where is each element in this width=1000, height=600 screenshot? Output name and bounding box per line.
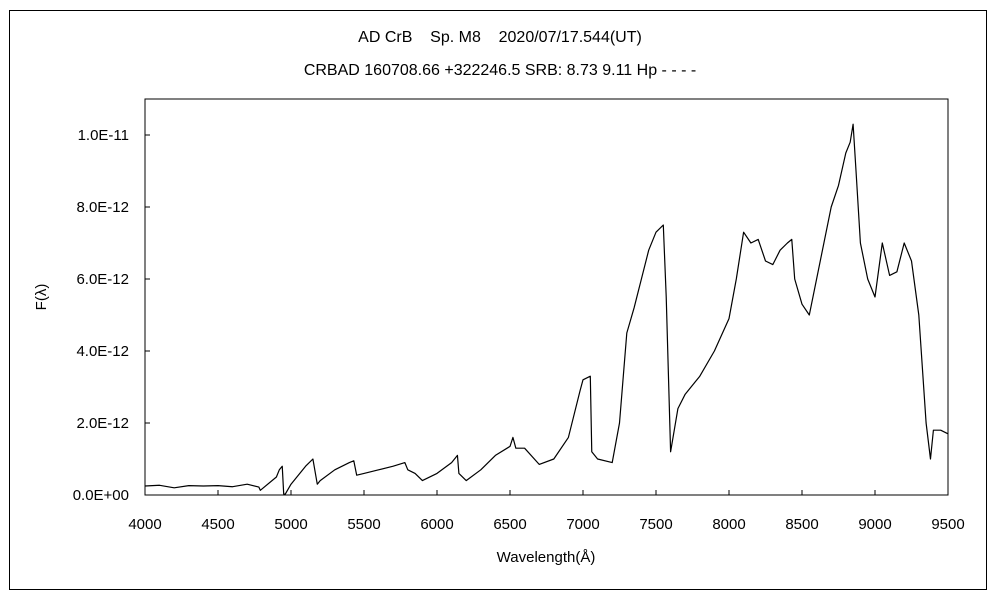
x-axis: 4000 4500 5000 5500 6000 6500 7000 7500 8000 8500… [128, 490, 965, 533]
x-tick-label: 9000 [858, 516, 891, 533]
y-axis-label: F(λ) [33, 284, 50, 311]
x-tick-label: 4500 [201, 516, 234, 533]
x-tick-label: 6000 [420, 516, 453, 533]
x-tick-label: 7000 [566, 516, 599, 533]
plot-area [144, 98, 949, 496]
y-tick-label: 6.0E-12 [76, 271, 129, 288]
y-tick-label: 8.0E-12 [76, 199, 129, 216]
x-tick-label: 9500 [931, 516, 964, 533]
x-tick-label: 8500 [785, 516, 818, 533]
chart-subtitle: CRBAD 160708.66 +322246.5 SRB: 8.73 9.11… [303, 62, 697, 79]
chart-frame [9, 10, 987, 590]
x-tick-label: 5000 [274, 516, 307, 533]
y-tick-label: 0.0E+00 [73, 487, 129, 504]
spectrum-line [144, 123, 949, 495]
y-tick-label: 4.0E-12 [76, 343, 129, 360]
series-layer [144, 123, 949, 495]
x-tick-label: 6500 [493, 516, 526, 533]
x-tick-label: 5500 [347, 516, 380, 533]
x-tick-label: 7500 [639, 516, 672, 533]
x-tick-label: 4000 [128, 516, 161, 533]
y-tick-label: 1.0E-11 [78, 127, 129, 144]
y-axis: 0.0E+00 2.0E-12 4.0E-12 6.0E-12 8.0E-12 1.0E-… [73, 127, 150, 504]
x-axis-label: Wavelength(Å) [497, 549, 596, 566]
x-tick-label: 8000 [712, 516, 745, 533]
y-tick-label: 2.0E-12 [76, 415, 129, 432]
chart-title: AD CrB Sp. M8 2020/07/17.544(UT) [358, 29, 642, 46]
